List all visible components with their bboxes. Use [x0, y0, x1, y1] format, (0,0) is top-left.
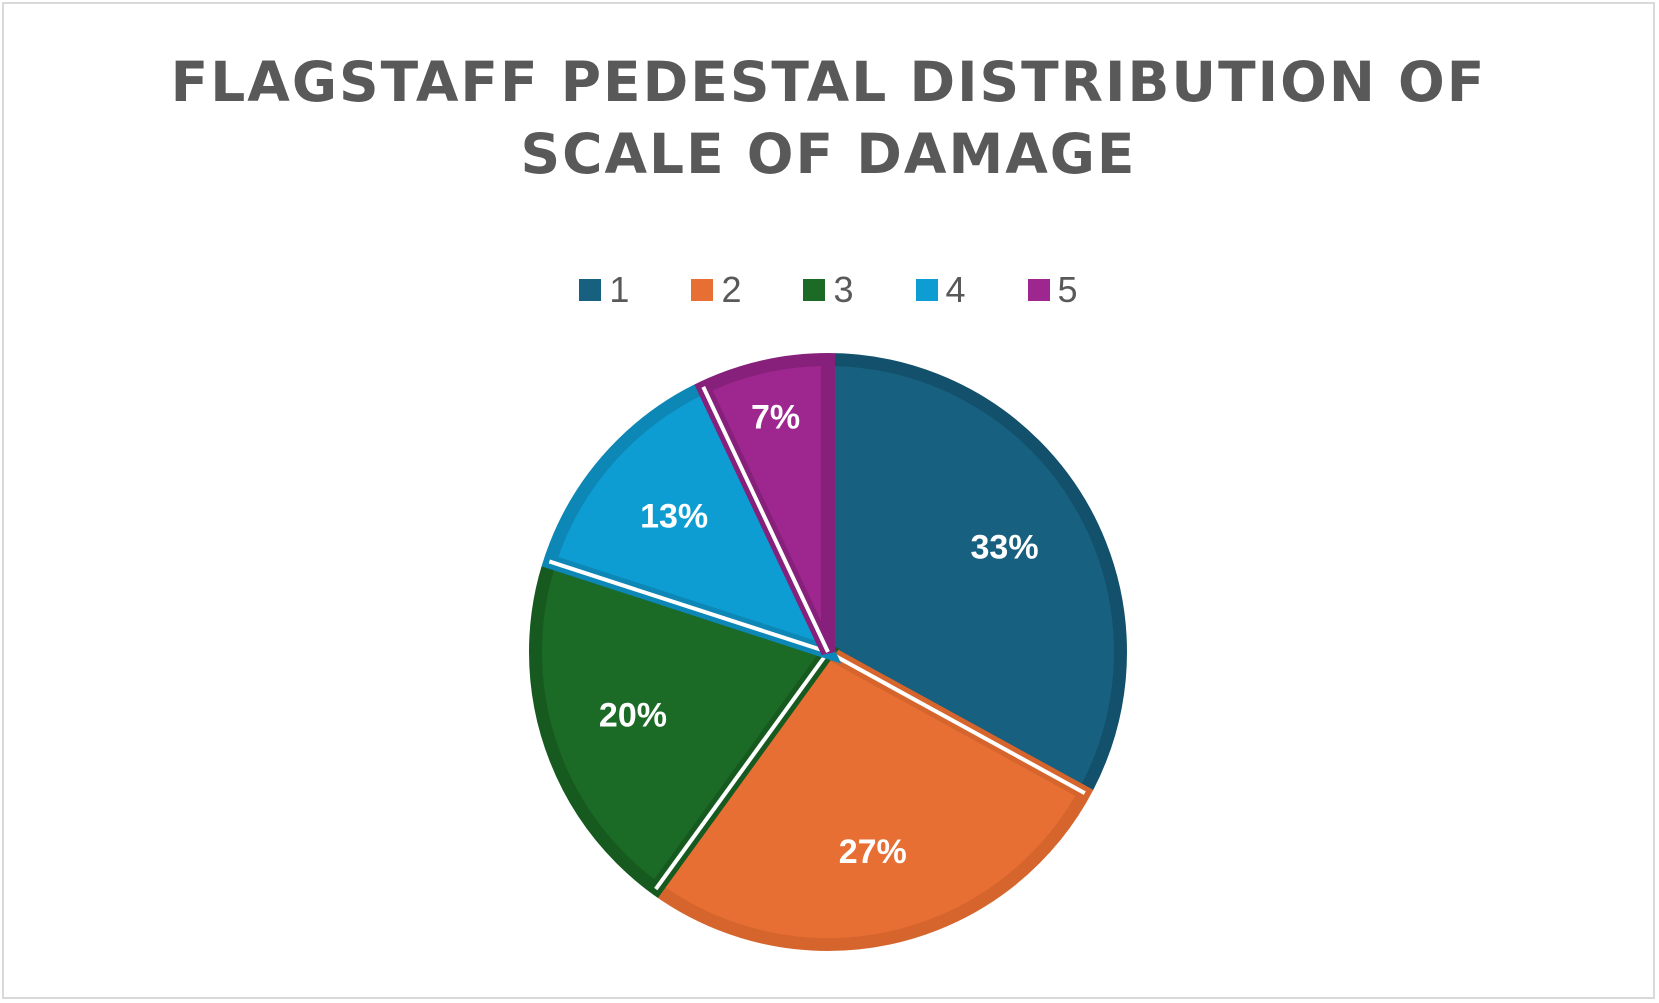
- data-label-1: 33%: [971, 529, 1039, 567]
- legend-swatch-5: [1027, 279, 1050, 301]
- legend-item-3: 3: [803, 269, 854, 310]
- legend-item-1: 1: [579, 270, 629, 310]
- legend-swatch-1: [579, 279, 602, 301]
- legend-label-3: 3: [833, 269, 854, 310]
- slice-separator-5: [701, 386, 830, 653]
- data-label-4: 13%: [640, 497, 708, 535]
- pie-slice-3: [528, 552, 840, 899]
- slice-separator-4: [548, 559, 829, 654]
- chart-title: FLAGSTAFF PEDESTAL DISTRIBUTION OF SCALE…: [4, 46, 1653, 190]
- pie-slice-4: [540, 377, 842, 664]
- slice-separator-2: [827, 650, 1086, 795]
- chart-title-line-2: SCALE OF DAMAGE: [520, 122, 1137, 186]
- legend-label-1: 1: [609, 269, 630, 310]
- chart-title-line-1: FLAGSTAFF PEDESTAL DISTRIBUTION OF: [170, 50, 1487, 114]
- legend-label-5: 5: [1057, 269, 1078, 310]
- data-label-3: 20%: [599, 696, 667, 734]
- legend-label-2: 2: [721, 269, 742, 310]
- legend-label-4: 4: [945, 269, 966, 310]
- legend-swatch-3: [803, 279, 826, 301]
- legend-item-5: 5: [1027, 269, 1078, 310]
- data-label-5: 7%: [751, 399, 800, 437]
- pie-slice-2: [645, 642, 1095, 952]
- data-label-2: 27%: [839, 833, 907, 871]
- legend-item-2: 2: [691, 270, 741, 310]
- pie-outline: [527, 351, 1129, 953]
- pie-slice-5: [693, 351, 835, 655]
- legend-item-4: 4: [915, 269, 966, 310]
- legend-swatch-4: [915, 279, 938, 301]
- legend: 1 2 3 4 5: [4, 270, 1653, 310]
- legend-swatch-2: [691, 279, 714, 301]
- slice-separator-3: [654, 650, 830, 891]
